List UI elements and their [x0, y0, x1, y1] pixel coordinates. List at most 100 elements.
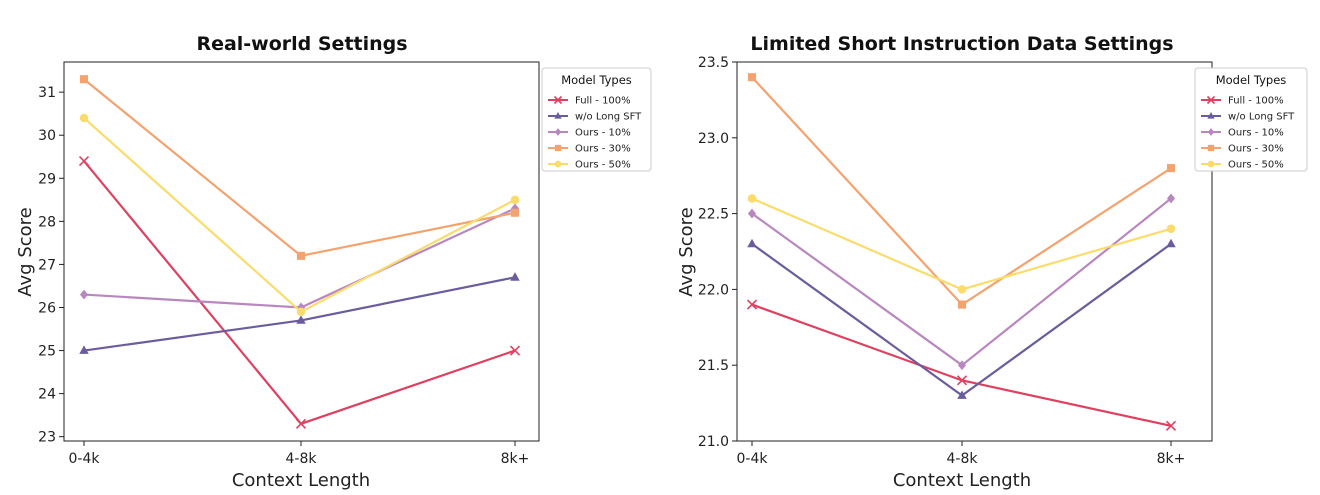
- x-tick-label: 0-4k: [69, 451, 101, 467]
- legend-marker: [554, 128, 562, 136]
- legend-marker: [1207, 144, 1215, 152]
- legend-label: Ours - 30%: [575, 144, 631, 155]
- legend: Model Types Full - 100% w/o Long SFT Ours -…: [1194, 67, 1308, 172]
- series-3: [747, 73, 1176, 309]
- series-1: [79, 272, 520, 354]
- data-point: [78, 155, 90, 167]
- data-point: [79, 289, 89, 300]
- chart-limited-short-instruction: Limited Short Instruction Data Settings …: [676, 33, 1308, 491]
- series-line: [751, 197, 1172, 291]
- legend-label: Ours - 50%: [575, 160, 631, 171]
- series-line: [751, 243, 1172, 397]
- y-tick-label: 25: [38, 344, 56, 360]
- axes: 21.0 21.5 22.0 22.5 23.0 23.5 0-4k 4-8k 8k+: [698, 55, 1186, 467]
- data-point: [296, 251, 306, 260]
- y-axis-label: Avg Score: [15, 207, 36, 296]
- series-2: [79, 203, 520, 313]
- data-point: [1166, 164, 1176, 173]
- data-point: [746, 299, 758, 310]
- data-point: [1166, 193, 1176, 204]
- data-point: [510, 203, 520, 214]
- legend-item: Ours - 30%: [548, 144, 631, 155]
- legend-item: Ours - 50%: [548, 160, 631, 171]
- data-point: [1166, 224, 1176, 234]
- series-4: [79, 113, 520, 317]
- y-tick-label: 21.0: [698, 434, 729, 450]
- data-point: [296, 315, 306, 324]
- legend-marker: [1206, 95, 1216, 105]
- y-tick-label: 31: [38, 85, 56, 101]
- data-point: [510, 208, 520, 217]
- legend-marker: [1207, 160, 1215, 168]
- legend-marker: [1207, 111, 1215, 119]
- legend-label: w/o Long SFT: [1228, 112, 1295, 123]
- x-axis-label: Context Length: [893, 470, 1031, 491]
- data-point: [509, 345, 521, 356]
- legend-marker: [554, 111, 562, 119]
- legend-title: Model Types: [1216, 73, 1287, 87]
- data-point: [510, 272, 520, 281]
- legend-item: Ours - 30%: [1201, 144, 1284, 155]
- data-point: [747, 194, 757, 203]
- series-line: [83, 160, 516, 425]
- x-tick-label: 4-8k: [286, 451, 318, 467]
- y-tick-label: 28: [38, 214, 56, 230]
- series-4: [747, 194, 1176, 294]
- y-tick-label: 27: [38, 257, 56, 273]
- data-point: [296, 307, 306, 317]
- legend-label: Full - 100%: [575, 96, 631, 107]
- legend-title: Model Types: [561, 73, 632, 87]
- y-tick-label: 24: [38, 387, 56, 403]
- data-point: [295, 418, 307, 429]
- x-tick-label: 8k+: [501, 451, 530, 467]
- data-point: [957, 285, 967, 294]
- legend-item: Ours - 10%: [548, 128, 631, 139]
- series-line: [83, 117, 516, 313]
- y-tick-label: 30: [38, 128, 56, 144]
- legend-marker: [554, 144, 562, 152]
- series-layer: [746, 73, 1177, 431]
- legend-item: w/o Long SFT: [1201, 112, 1295, 123]
- chart-real-world: Real-world Settings 23 24 25 26 27 28 29 30 31 0-…: [15, 33, 652, 491]
- legend-label: w/o Long SFT: [575, 112, 642, 123]
- series-layer: [78, 75, 521, 429]
- legend-item: w/o Long SFT: [548, 112, 642, 123]
- data-point: [1165, 420, 1177, 431]
- data-point: [956, 375, 968, 386]
- legend-item: Ours - 50%: [1201, 160, 1284, 171]
- plot-frame: [736, 61, 1213, 442]
- y-tick-label: 26: [38, 300, 56, 316]
- y-tick-label: 23.5: [698, 55, 729, 71]
- legend-marker: [553, 95, 563, 105]
- legend-label: Ours - 50%: [1228, 160, 1284, 171]
- legend-item: Full - 100%: [548, 96, 631, 107]
- series-2: [747, 193, 1176, 371]
- legend-label: Ours - 10%: [1228, 128, 1284, 139]
- x-tick-label: 4-8k: [947, 451, 979, 467]
- legend-marker: [554, 160, 562, 168]
- legend-item: Ours - 10%: [1201, 128, 1284, 139]
- legend-box: [1194, 67, 1308, 172]
- y-tick-label: 23.0: [698, 131, 729, 147]
- data-point: [957, 390, 967, 399]
- plot-frame: [63, 61, 540, 442]
- series-1: [747, 238, 1176, 399]
- x-tick-label: 8k+: [1157, 451, 1186, 467]
- legend-item: Full - 100%: [1201, 96, 1284, 107]
- legend-label: Full - 100%: [1228, 96, 1284, 107]
- data-point: [79, 345, 89, 354]
- x-axis-label: Context Length: [232, 470, 370, 491]
- chart-title: Real-world Settings: [196, 33, 407, 55]
- data-point: [510, 195, 520, 205]
- y-tick-label: 29: [38, 171, 56, 187]
- data-point: [957, 360, 967, 371]
- y-tick-label: 22.0: [698, 282, 729, 298]
- data-point: [957, 300, 967, 309]
- legend-marker: [1207, 128, 1215, 136]
- axes: 23 24 25 26 27 28 29 30 31 0-4k 4-8k 8k+: [38, 85, 529, 467]
- data-point: [747, 238, 757, 248]
- legend-label: Ours - 10%: [575, 128, 631, 139]
- legend: Model Types Full - 100% w/o Long SFT Ours -…: [541, 67, 652, 172]
- y-tick-label: 22.5: [698, 207, 729, 223]
